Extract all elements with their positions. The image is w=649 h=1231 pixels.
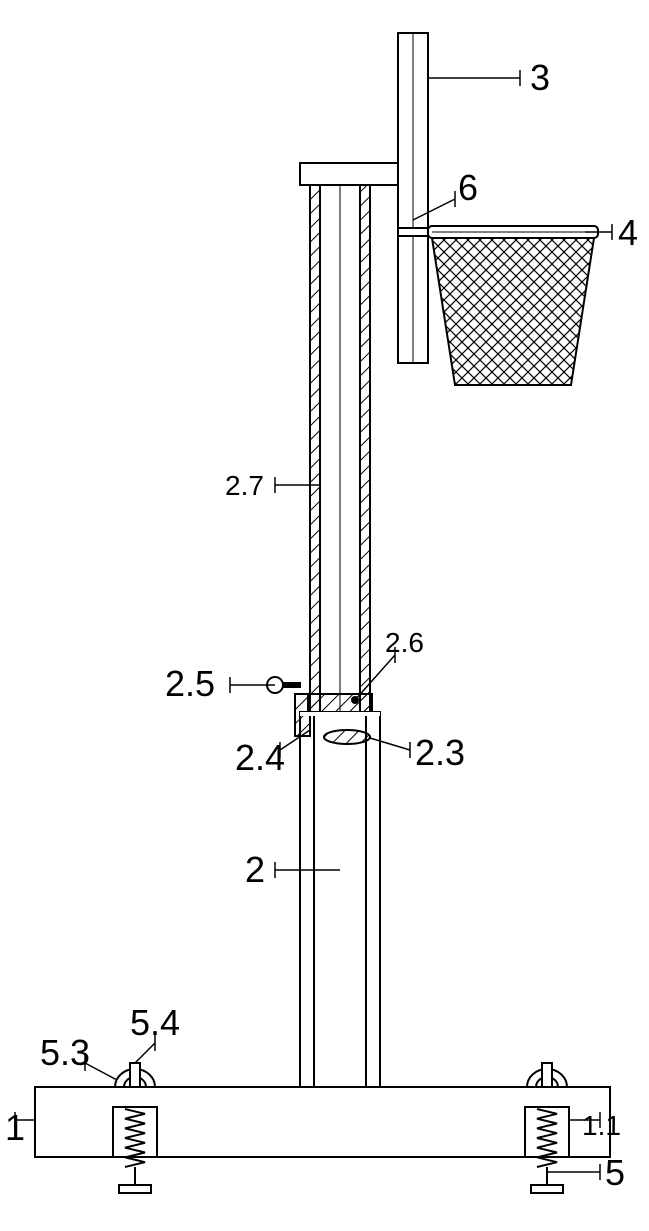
label-l2_4: 2.4 <box>235 737 285 778</box>
label-l4: 4 <box>618 212 638 253</box>
label-l5_4: 5.4 <box>130 1002 180 1043</box>
label-l1_1: 1.1 <box>582 1110 621 1141</box>
technical-drawing: 3 6 4 2.7 2.6 2.5 2.4 2.3 2 5.4 5.3 1 1.1 5 <box>0 0 649 1231</box>
label-l1: 1 <box>5 1107 25 1148</box>
label-l5_3: 5.3 <box>40 1032 90 1073</box>
label-l5: 5 <box>605 1152 625 1193</box>
label-l2: 2 <box>245 849 265 890</box>
label-l6: 6 <box>458 167 478 208</box>
label-l2_7: 2.7 <box>225 470 264 501</box>
label-l2_6: 2.6 <box>385 627 424 658</box>
label-l2_3: 2.3 <box>415 732 465 773</box>
drawing-group <box>35 33 610 1193</box>
label-l3: 3 <box>530 57 550 98</box>
label-l2_5: 2.5 <box>165 663 215 704</box>
